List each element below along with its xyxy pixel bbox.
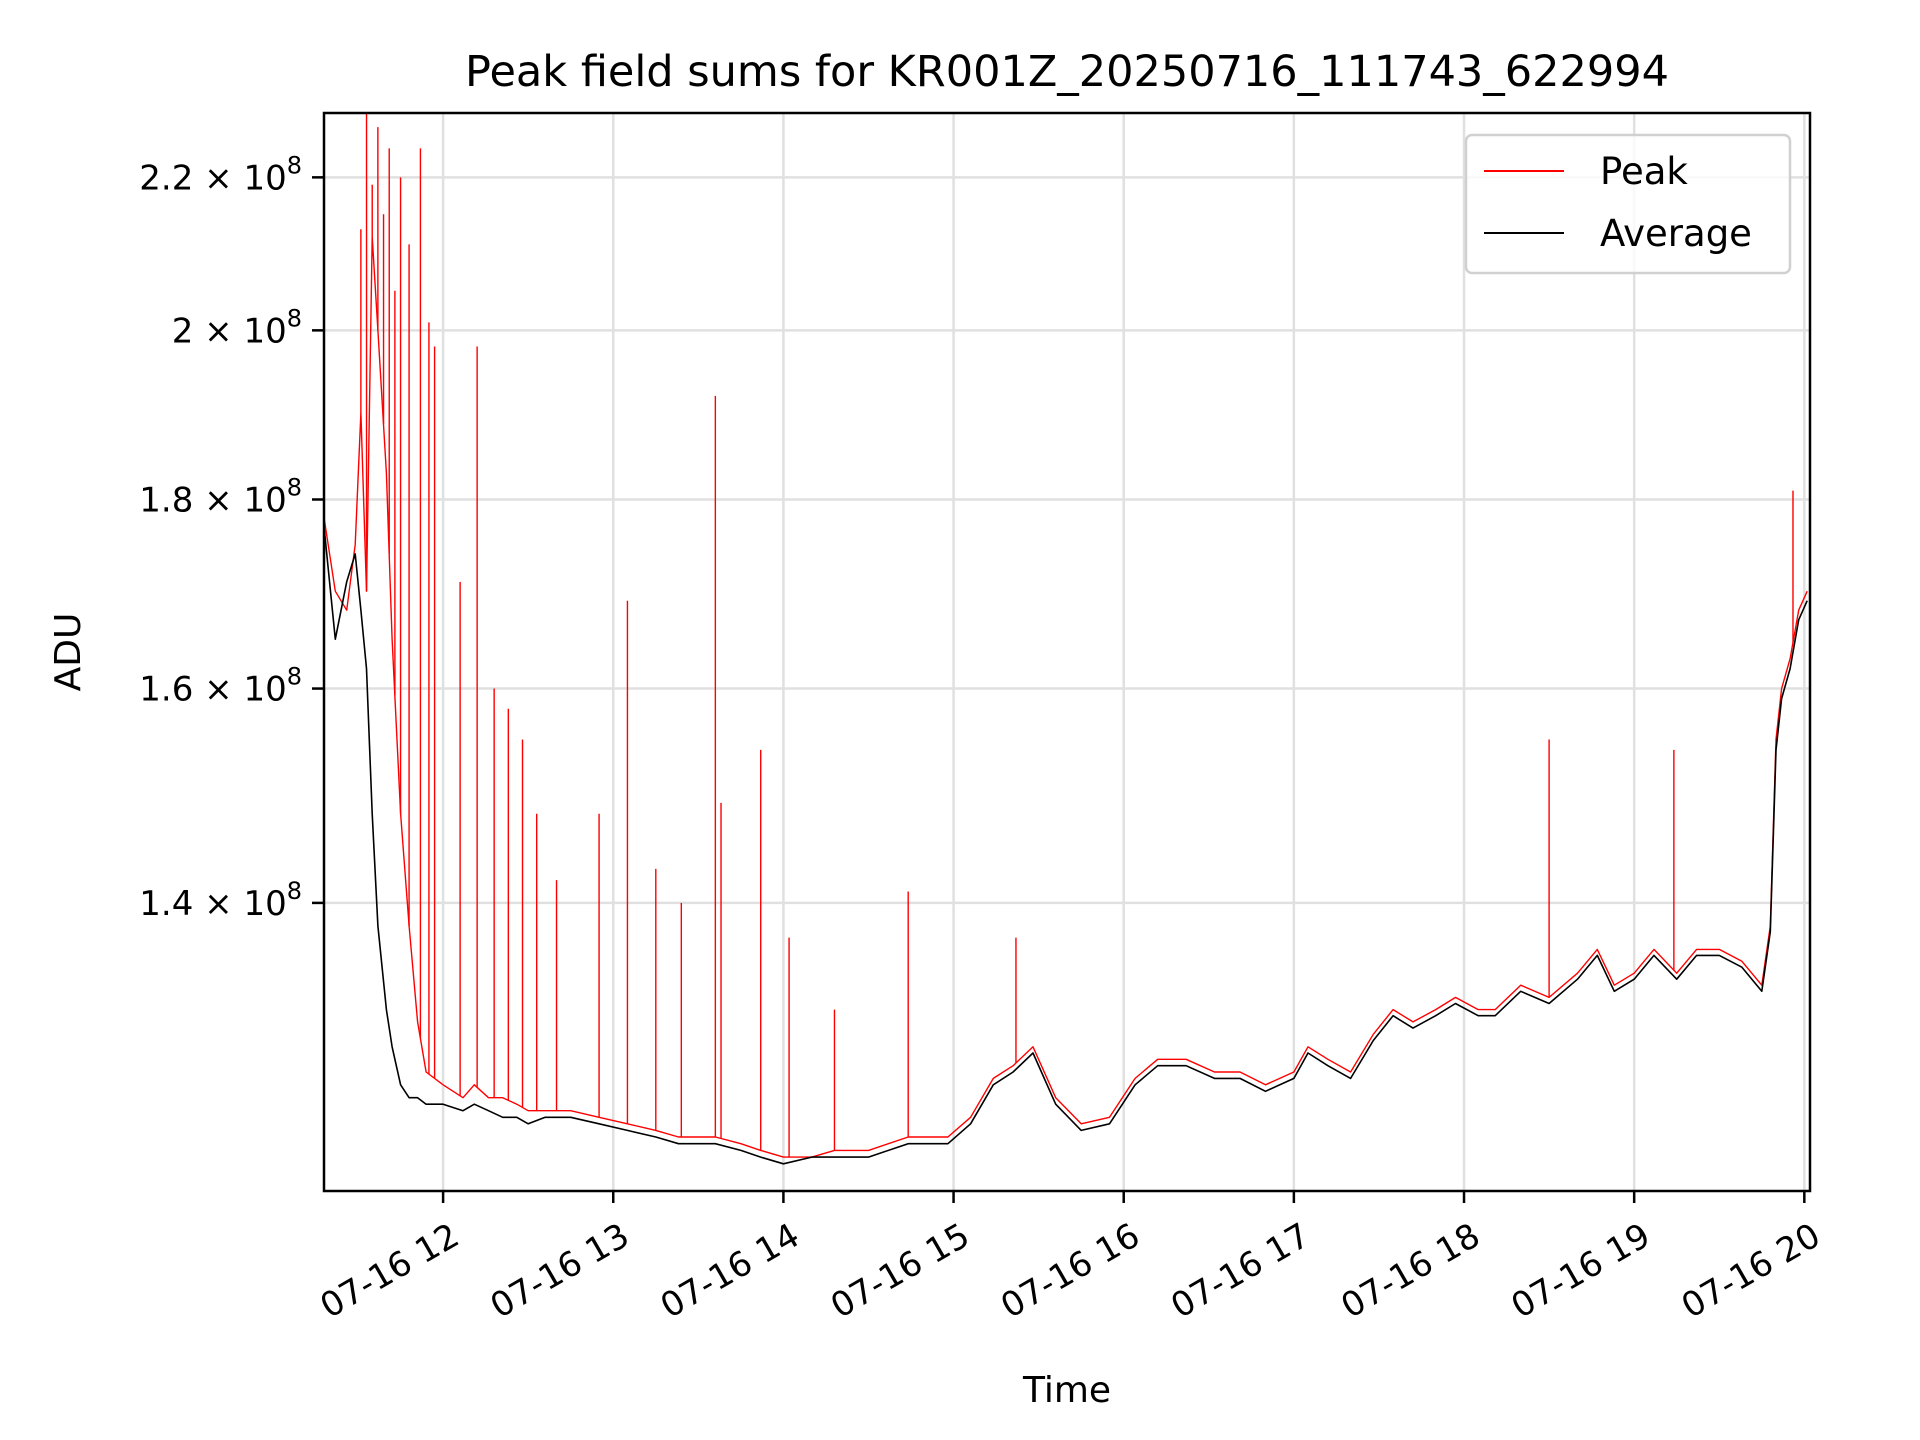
grid [324,113,1810,1191]
legend-label-peak: Peak [1600,150,1688,193]
chart-title: Peak field sums for KR001Z_20250716_1117… [465,47,1669,97]
y-tick-label: 1.8 × 108 [139,473,302,520]
axes-frame [322,111,1812,1193]
legend-box [1464,133,1792,275]
x-axis-label: Time [1022,1370,1111,1411]
plot-area [324,113,1808,1165]
x-tick-label: 07-16 15 [824,1216,976,1327]
x-tick-label: 07-16 19 [1505,1216,1657,1327]
series-peak [324,113,1808,1158]
series-line-peak [324,236,1808,1158]
x-tick-label: 07-16 13 [484,1216,636,1327]
x-tick-label: 07-16 14 [654,1216,806,1327]
legend: Peak Average [1464,133,1792,275]
x-tick-label: 07-16 16 [994,1216,1146,1327]
x-tick-label: 07-16 17 [1164,1216,1316,1327]
axes [322,111,1812,1193]
y-tick-label: 1.4 × 108 [139,877,302,924]
x-tick-label: 07-16 20 [1675,1216,1827,1327]
y-tick-label: 2 × 108 [172,304,302,351]
x-tick-label: 07-16 18 [1335,1216,1487,1327]
ticks: 07-16 12 07-16 13 07-16 14 07-16 15 07-16 16… [139,151,1827,1326]
y-tick-label: 1.6 × 108 [139,663,302,710]
y-tick-label: 2.2 × 108 [139,151,302,198]
legend-label-average: Average [1600,212,1752,255]
series-line-average [324,526,1808,1165]
y-axis-label: ADU [48,613,89,692]
series-average [324,526,1808,1165]
x-tick-label: 07-16 12 [314,1216,466,1327]
